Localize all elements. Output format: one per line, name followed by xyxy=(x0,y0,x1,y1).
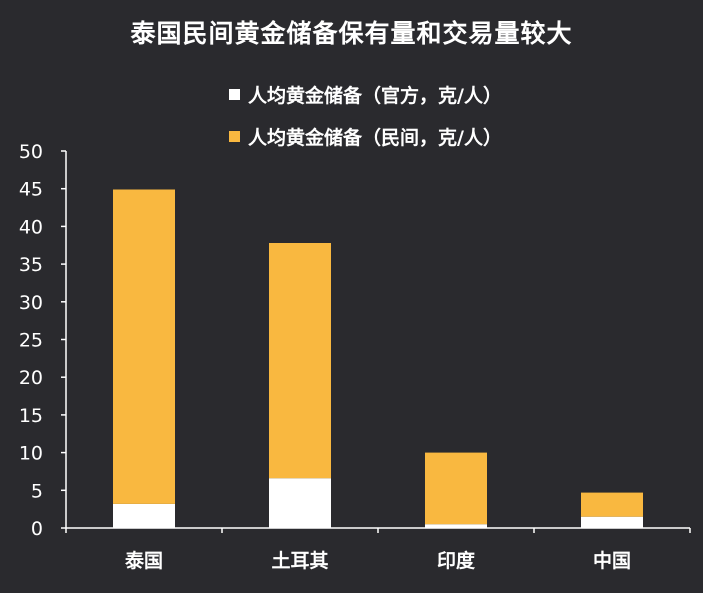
bar-official-0 xyxy=(113,503,175,528)
bar-official-2 xyxy=(425,524,487,528)
bars-group xyxy=(113,189,643,528)
bar-official-3 xyxy=(581,516,643,528)
bar-private-0 xyxy=(113,189,175,504)
y-tick-label: 0 xyxy=(31,518,43,540)
y-tick-label: 40 xyxy=(19,216,43,238)
legend-label-official: 人均黄金储备（官方，克/人） xyxy=(248,84,502,107)
y-tick-label: 45 xyxy=(19,179,43,201)
x-tick-label: 泰国 xyxy=(124,549,163,572)
bar-private-2 xyxy=(425,452,487,525)
y-tick-label: 30 xyxy=(19,292,43,314)
bar-official-1 xyxy=(269,478,331,528)
y-tick-label: 5 xyxy=(31,480,43,502)
y-tick-label: 20 xyxy=(19,367,43,389)
y-tick-label: 10 xyxy=(19,443,43,465)
bar-private-1 xyxy=(269,243,331,479)
x-tick-label: 土耳其 xyxy=(271,550,328,572)
legend-swatch-private xyxy=(229,130,240,142)
chart-title: 泰国民间黄金储备保有量和交易量较大 xyxy=(130,19,573,48)
y-tick-label: 15 xyxy=(19,405,43,427)
x-tick-label: 印度 xyxy=(437,549,476,572)
legend-item-private: 人均黄金储备（民间，克/人） xyxy=(229,124,502,149)
legend-label-private: 人均黄金储备（民间，克/人） xyxy=(248,126,502,149)
axes-group: 泰国 土耳其 印度 中国 0 5 10 15 20 25 30 35 40 45 50 xyxy=(19,141,691,572)
legend-item-official: 人均黄金储备（官方，克/人） xyxy=(229,82,502,107)
y-tick-label: 35 xyxy=(19,254,43,276)
bar-private-3 xyxy=(581,492,643,517)
x-tick-label: 中国 xyxy=(593,549,631,572)
y-tick-label: 25 xyxy=(19,330,43,352)
legend-swatch-official xyxy=(229,88,240,100)
y-tick-label: 50 xyxy=(19,141,43,163)
